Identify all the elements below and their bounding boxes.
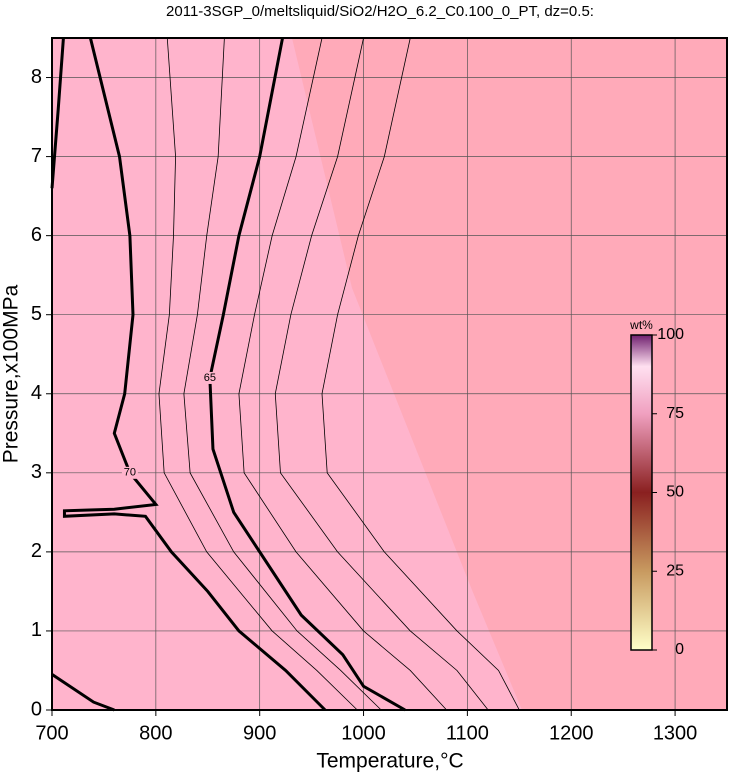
melt-region [52, 38, 522, 710]
contour-line [321, 37, 520, 711]
colorbar-tick-label: 0 [675, 641, 684, 658]
x-axis-label: Temperature,°C [316, 750, 463, 773]
contour-line [62, 37, 327, 712]
x-tick-label: 1100 [446, 722, 489, 744]
y-tick-label: 3 [31, 461, 42, 483]
colorbar-label: wt% [629, 318, 653, 332]
contour-line [208, 37, 406, 712]
y-axis-label: Pressure,x100MPa [0, 284, 23, 463]
y-tick-label: 4 [31, 382, 42, 404]
contour-line [50, 37, 65, 189]
colorbar-tick-label: 75 [666, 405, 684, 422]
colorbar-tick-label: 50 [666, 484, 684, 501]
contour-line [183, 37, 382, 711]
x-tick-label: 900 [243, 722, 276, 744]
y-tick-label: 1 [31, 619, 42, 641]
contour-label: 65 [204, 372, 216, 384]
contour-label: 70 [124, 467, 136, 479]
y-tick-label: 8 [31, 66, 42, 88]
y-tick-label: 7 [31, 145, 42, 167]
x-tick-label: 1200 [549, 722, 594, 744]
chart-title: 2011-3SGP_0/meltsliquid/SiO2/H2O_6.2_C0.… [166, 3, 594, 20]
plot-frame [51, 37, 728, 711]
y-tick-label: 6 [31, 224, 42, 246]
x-tick-label: 1300 [653, 722, 698, 744]
contour-label-bg [121, 466, 138, 479]
x-tick-label: 1000 [341, 722, 386, 744]
contour-line [274, 37, 489, 711]
y-tick-label: 5 [31, 303, 42, 325]
x-tick-label: 700 [35, 722, 68, 744]
colorbar [630, 334, 653, 651]
x-tick-label: 800 [139, 722, 172, 744]
contour-label-bg [201, 371, 218, 384]
contour-line [238, 37, 447, 711]
colorbar-tick-label: 25 [666, 562, 684, 579]
contour-line [51, 673, 115, 712]
y-tick-label: 2 [31, 540, 42, 562]
y-tick-label: 0 [31, 698, 42, 720]
contour-line [158, 37, 358, 711]
colorbar-tick-label: 100 [657, 326, 684, 343]
